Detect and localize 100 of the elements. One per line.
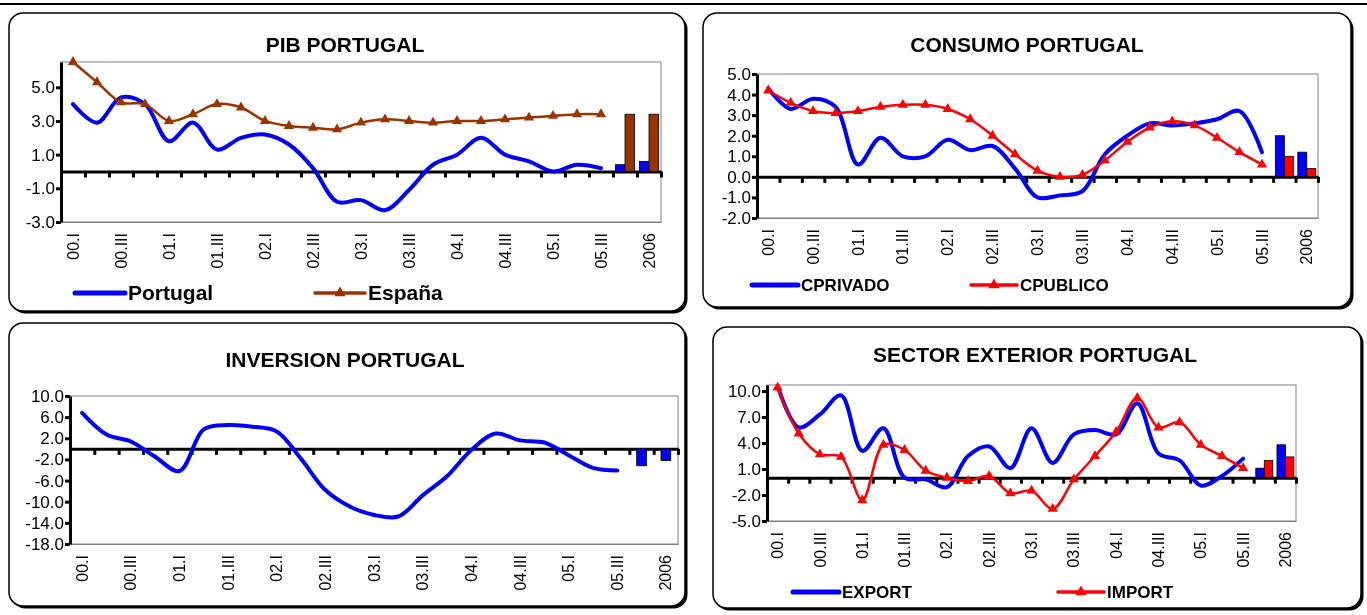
point: [1047, 502, 1058, 512]
x-tick-label: 00.III: [112, 233, 130, 269]
chart-title: INVERSION PORTUGAL: [225, 348, 465, 372]
point: [941, 471, 952, 481]
point: [793, 427, 804, 437]
point: [427, 116, 439, 126]
x-tick-label: 03.III: [1065, 532, 1083, 568]
point: [571, 108, 583, 118]
y-tick-label: 0.0: [727, 167, 751, 187]
y-tick-label: -2.0: [731, 485, 761, 505]
point: [920, 464, 931, 474]
point: [772, 381, 783, 391]
point: [785, 96, 796, 106]
point: [1077, 168, 1088, 178]
x-tick-label: 01.III: [208, 233, 226, 269]
point: [1195, 438, 1206, 448]
y-tick-label: 1.0: [727, 147, 751, 167]
point: [875, 101, 886, 110]
legend-label: España: [368, 281, 444, 305]
x-tick-label: 00.III: [811, 532, 829, 568]
x-tick-label: 2006: [1277, 531, 1295, 568]
y-tick-label: -1.0: [25, 179, 55, 199]
y-tick-label: -10.0: [25, 492, 64, 512]
x-tick-label: 03.III: [1073, 229, 1091, 265]
x-tick-label: 02.I: [938, 532, 956, 559]
point: [942, 103, 953, 112]
y-tick-label: -18.0: [25, 534, 64, 554]
point: [878, 438, 889, 448]
x-tick-label: 05.I: [1208, 229, 1226, 256]
point: [67, 56, 79, 65]
point: [355, 116, 367, 126]
point: [852, 105, 864, 114]
y-tick-label: 7.0: [737, 407, 761, 427]
point: [1089, 450, 1101, 459]
point: [1099, 154, 1110, 164]
x-tick-label: 00.III: [122, 555, 140, 591]
x-tick-label: 03.I: [365, 555, 383, 582]
x-tick-label: 02.III: [316, 555, 334, 591]
point: [1009, 148, 1021, 158]
point: [965, 113, 976, 123]
chart-title: CONSUMO PORTUGAL: [910, 33, 1144, 57]
x-tick-label: 02.III: [984, 229, 1002, 265]
x-tick-label: 2006: [640, 232, 658, 269]
x-tick-label: 04.I: [448, 233, 466, 260]
x-tick-label: 05.I: [1192, 532, 1210, 559]
x-tick-label: 04.III: [1150, 532, 1168, 568]
y-tick-label: 4.0: [737, 433, 761, 453]
point: [1111, 425, 1122, 435]
point: [283, 120, 295, 129]
point: [475, 115, 487, 124]
point: [1122, 136, 1133, 145]
point: [1211, 131, 1223, 141]
line-series: [80, 410, 620, 520]
y-tick-label: -2.0: [721, 208, 751, 228]
x-tick-label: 2006: [657, 554, 675, 591]
point: [1054, 170, 1066, 180]
legend-label: Portugal: [128, 281, 214, 305]
point: [211, 98, 223, 108]
point: [1132, 392, 1143, 401]
x-tick-label: 01.III: [219, 555, 237, 591]
legend-label: CPRIVADO: [801, 275, 890, 295]
point: [259, 115, 271, 124]
y-tick-label: 1.0: [737, 459, 761, 479]
point: [403, 115, 415, 124]
x-tick-label: 03.I: [1023, 532, 1041, 559]
x-tick-label: 01.I: [853, 532, 871, 559]
point: [1068, 473, 1079, 483]
point: [115, 96, 127, 106]
point: [808, 105, 819, 114]
y-tick-label: 2.0: [727, 126, 751, 146]
point: [962, 475, 974, 485]
point: [1256, 158, 1267, 168]
x-tick-label: 03.III: [414, 555, 432, 591]
point: [1005, 487, 1016, 497]
point: [499, 113, 511, 123]
point: [139, 98, 151, 108]
point: [451, 115, 463, 124]
x-tick-label: 02.I: [256, 233, 274, 260]
x-tick-label: 01.I: [171, 555, 189, 582]
x-tick-label: 02.I: [268, 555, 286, 582]
point: [1216, 450, 1228, 459]
x-tick-label: 00.III: [804, 229, 822, 265]
point: [163, 115, 175, 124]
y-tick-label: -5.0: [731, 511, 761, 531]
point: [920, 98, 931, 108]
y-tick-label: 5.0: [31, 78, 55, 98]
point: [1032, 164, 1043, 174]
x-tick-label: 05.III: [592, 233, 610, 269]
x-tick-label: 04.I: [1107, 532, 1125, 559]
point: [1238, 462, 1249, 472]
line-series: [71, 94, 603, 213]
chart-title: SECTOR EXTERIOR PORTUGAL: [873, 343, 1198, 367]
y-tick-label: -6.0: [34, 471, 64, 491]
point: [899, 444, 910, 453]
chart-title: PIB PORTUGAL: [265, 33, 425, 57]
point: [1153, 421, 1164, 431]
point: [1174, 416, 1185, 426]
x-tick-label: 04.III: [1163, 229, 1181, 265]
y-tick-label: 4.0: [727, 85, 751, 105]
point: [1144, 121, 1155, 131]
